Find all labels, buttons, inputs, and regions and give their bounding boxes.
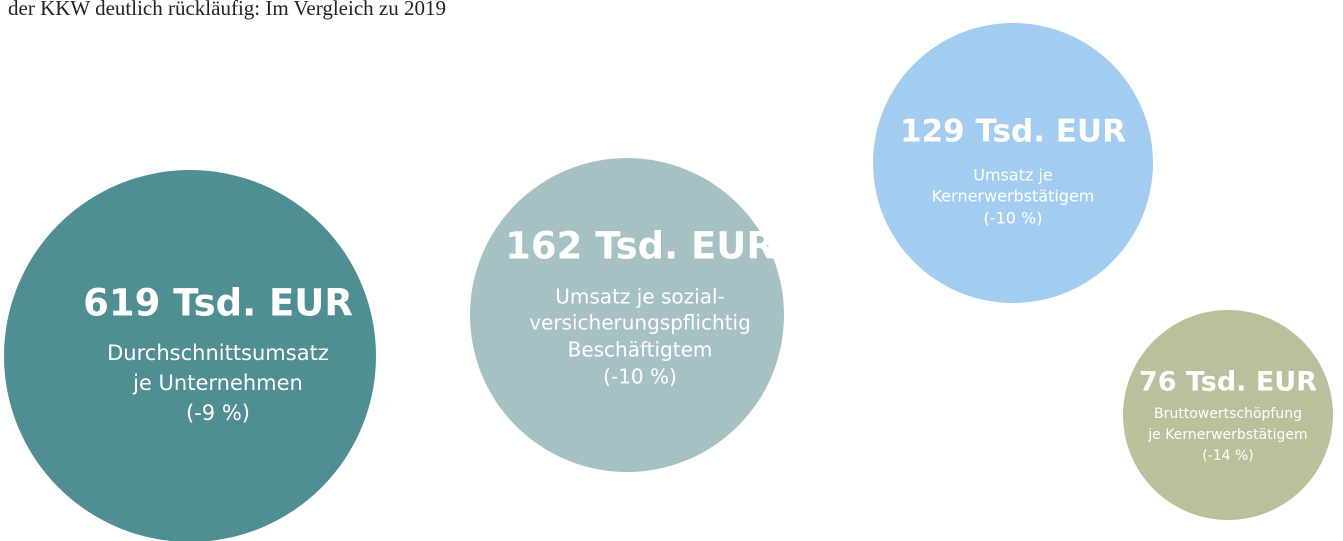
bubble-label: Umsatz je xyxy=(973,166,1052,185)
bubble-label: (-10 %) xyxy=(984,209,1043,228)
bubble-value: 162 Tsd. EUR xyxy=(505,225,775,268)
bubble xyxy=(1123,310,1333,520)
bubble-label: Durchschnittsumsatz xyxy=(107,341,329,365)
bubble-label: je Kernerwerbstätigem xyxy=(1147,427,1307,443)
bubble xyxy=(873,23,1153,303)
bubble-label: Beschäftigtem xyxy=(568,338,713,362)
bubble-label: je Unternehmen xyxy=(132,371,303,395)
bubble-value: 76 Tsd. EUR xyxy=(1139,367,1317,398)
bubble-label: (-14 %) xyxy=(1202,448,1254,464)
bubble-value: 619 Tsd. EUR xyxy=(83,282,353,325)
bubble-label: versicherungspflichtig xyxy=(529,311,751,335)
bubble-label: Umsatz je sozial- xyxy=(555,285,724,309)
intro-text: der KKW deutlich rückläufig: Im Vergleic… xyxy=(8,0,446,20)
bubble-label: (-10 %) xyxy=(603,365,677,389)
bubble-value: 129 Tsd. EUR xyxy=(900,114,1126,150)
bubble-label: (-9 %) xyxy=(186,401,250,425)
bubble xyxy=(4,170,376,541)
bubble-label: Bruttowertschöpfung xyxy=(1154,406,1302,422)
bubble xyxy=(470,158,784,472)
bubble-label: Kernerwerbstätigem xyxy=(932,187,1095,206)
